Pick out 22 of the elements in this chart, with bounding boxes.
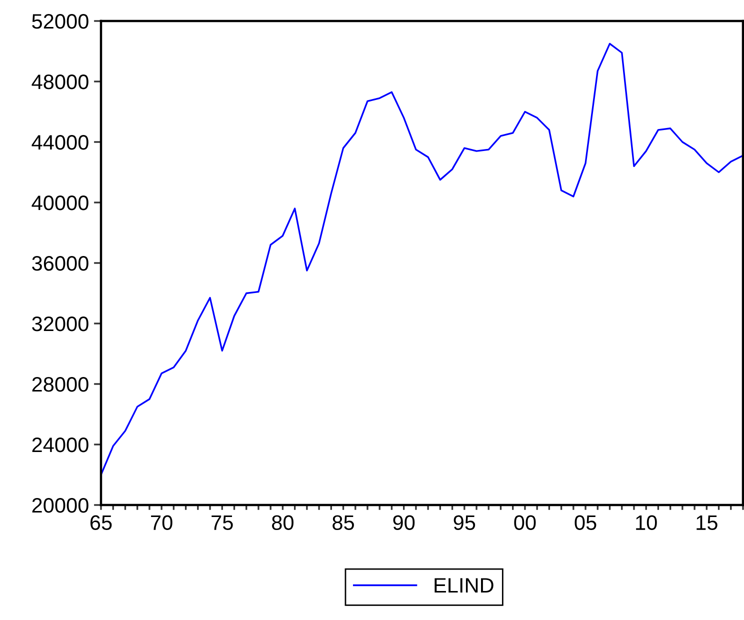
x-tick-label: 70	[151, 515, 172, 530]
x-tick-label: 05	[574, 515, 596, 530]
y-tick-label: 44000	[32, 135, 88, 150]
y-tick-label: 24000	[32, 438, 88, 452]
x-tick-label: 15	[696, 515, 718, 530]
x-tick-label: 90	[393, 515, 415, 530]
y-tick-label: 52000	[32, 14, 88, 29]
line-series	[101, 42, 743, 476]
y-tick-label: 32000	[32, 316, 88, 332]
x-tick-label: 10	[636, 515, 657, 530]
legend-label: ELIND	[434, 578, 494, 593]
x-tick-label: 95	[454, 515, 476, 530]
x-tick-label: 00	[514, 515, 536, 530]
y-tick-label: 40000	[32, 196, 88, 210]
x-tick-label: 80	[272, 515, 294, 530]
x-tick-label: 75	[212, 515, 233, 530]
y-tick-label: 20000	[32, 498, 88, 513]
y-tick-label: 48000	[32, 74, 88, 90]
x-tick-label: 85	[332, 515, 354, 530]
y-tick-label: 28000	[32, 377, 88, 392]
y-tick-label: 36000	[32, 256, 88, 271]
x-tick-label: 65	[90, 515, 112, 530]
